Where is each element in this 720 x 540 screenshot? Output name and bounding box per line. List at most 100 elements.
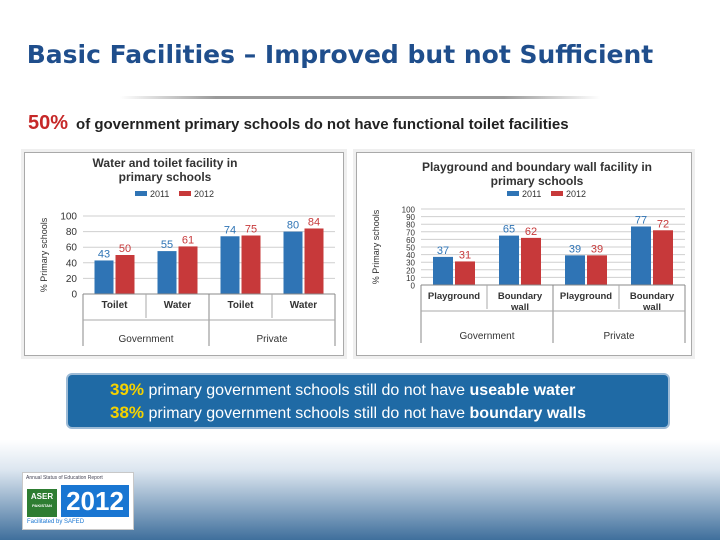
- legend-label: 2012: [194, 189, 214, 199]
- headline-text: of government primary schools do not hav…: [76, 116, 569, 133]
- water-toilet-chart: Water and toilet facility in primary scho…: [24, 152, 344, 356]
- y-tick-label: 60: [406, 236, 415, 245]
- data-label: 62: [525, 226, 537, 238]
- legend-swatch: [179, 191, 191, 196]
- bar: [433, 256, 453, 285]
- legend-label: 2012: [566, 189, 586, 199]
- y-tick-label: 80: [66, 227, 78, 238]
- logo-aser: ASER PAKISTAN: [27, 489, 57, 517]
- y-tick-label: 70: [406, 228, 415, 237]
- playground-wall-chart: Playground and boundary wall facility in…: [356, 152, 692, 356]
- category-label: Water: [290, 300, 318, 311]
- category-label: Water: [164, 300, 192, 311]
- bar: [241, 235, 261, 294]
- data-label: 75: [245, 224, 257, 236]
- y-tick-label: 50: [406, 244, 415, 253]
- bar: [94, 260, 114, 294]
- callout-key: boundary walls: [469, 405, 586, 422]
- legend-swatch: [551, 191, 563, 196]
- bar: [178, 246, 198, 294]
- data-label: 39: [591, 243, 603, 255]
- title-divider: [120, 96, 600, 99]
- callout-percent: 38%: [110, 403, 145, 422]
- category-label: Playground: [560, 291, 612, 302]
- bar: [304, 228, 324, 294]
- bar: [499, 235, 519, 285]
- group-label: Government: [118, 334, 173, 345]
- y-tick-label: 90: [406, 213, 415, 222]
- logo-caption: Annual Status of Education Report: [26, 475, 103, 481]
- y-tick-label: 100: [402, 206, 416, 215]
- y-tick-label: 40: [406, 251, 415, 260]
- callout-text: primary government schools still do not …: [148, 405, 466, 422]
- group-label: Government: [459, 331, 514, 342]
- data-label: 50: [119, 243, 131, 255]
- category-label: wall: [642, 302, 661, 313]
- callout-text: primary government schools still do not …: [148, 382, 466, 399]
- data-label: 72: [657, 218, 669, 230]
- legend-label: 2011: [522, 189, 541, 199]
- data-label: 65: [503, 224, 515, 236]
- y-tick-label: 40: [66, 258, 78, 269]
- logo-aser-sub: PAKISTAN: [32, 503, 52, 508]
- y-axis-label: % Primary schools: [371, 209, 381, 284]
- group-label: Private: [603, 331, 635, 342]
- bar: [455, 261, 475, 285]
- callout-key: useable water: [469, 382, 576, 399]
- data-label: 37: [437, 245, 449, 257]
- chart-title: primary schools: [491, 174, 584, 188]
- callout-line-water: 39% primary government schools still do …: [110, 379, 668, 402]
- callout-percent: 39%: [110, 380, 145, 399]
- slide-title: Basic Facilities – Improved but not Suff…: [26, 40, 654, 69]
- group-label: Private: [256, 334, 288, 345]
- bar: [283, 231, 303, 294]
- y-tick-label: 10: [406, 274, 415, 283]
- y-tick-label: 20: [66, 274, 78, 285]
- bar: [157, 251, 177, 294]
- bar: [220, 236, 240, 294]
- y-tick-label: 30: [406, 259, 415, 268]
- category-label: Boundary: [498, 291, 543, 302]
- chart-svg: Playground and boundary wall facility in…: [371, 160, 686, 343]
- bar: [631, 226, 651, 285]
- chart-title: Playground and boundary wall facility in: [422, 160, 652, 174]
- y-tick-label: 100: [60, 212, 77, 223]
- category-label: wall: [510, 302, 529, 313]
- y-tick-label: 60: [66, 243, 78, 254]
- data-label: 31: [459, 249, 471, 261]
- y-tick-label: 20: [406, 266, 415, 275]
- logo-facilitated: Facilitated by SAFED: [27, 519, 85, 525]
- legend-swatch: [507, 191, 519, 196]
- category-label: Toilet: [102, 300, 129, 311]
- headline-stat: 50% of government primary schools do not …: [28, 112, 569, 135]
- callout-line-walls: 38% primary government schools still do …: [110, 402, 668, 425]
- y-tick-label: 0: [411, 282, 416, 291]
- aser-logo: Annual Status of Education Report ASER P…: [22, 472, 134, 530]
- callout-box: 39% primary government schools still do …: [66, 373, 670, 429]
- logo-aser-text: ASER: [30, 492, 54, 501]
- y-axis-label: % Primary schools: [39, 217, 49, 292]
- bar: [653, 230, 673, 285]
- legend-label: 2011: [150, 189, 169, 199]
- headline-percent: 50%: [28, 112, 69, 134]
- category-label: Playground: [428, 291, 480, 302]
- bar: [521, 237, 541, 285]
- bar: [565, 255, 585, 285]
- data-label: 74: [224, 224, 236, 236]
- legend-swatch: [135, 191, 147, 196]
- y-tick-label: 0: [71, 290, 77, 301]
- data-label: 43: [98, 248, 110, 260]
- data-label: 84: [308, 216, 320, 228]
- bar: [587, 255, 607, 285]
- logo-year: 2012: [61, 485, 129, 517]
- category-label: Toilet: [228, 300, 255, 311]
- data-label: 77: [635, 214, 647, 226]
- data-label: 39: [569, 243, 581, 255]
- chart-title: Water and toilet facility in: [93, 156, 238, 170]
- bar: [115, 255, 135, 294]
- data-label: 80: [287, 220, 299, 232]
- data-label: 61: [182, 234, 194, 246]
- chart-title: primary schools: [119, 170, 212, 184]
- data-label: 55: [161, 239, 173, 251]
